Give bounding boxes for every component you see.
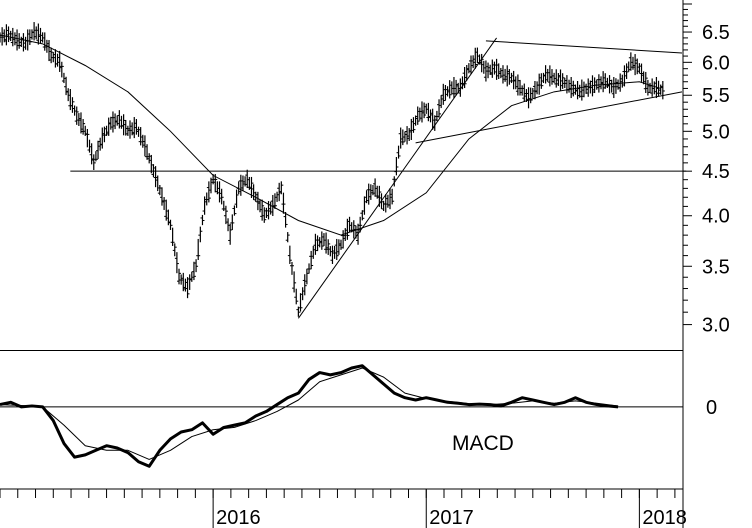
y-tick-label: 6.5 [702,22,730,44]
y-tick-label: 4.5 [702,161,730,183]
macd-line [0,364,619,468]
y-tick-label: 5.0 [702,121,730,143]
y-tick-labels: 3.0 3.5 4.0 4.5 5.0 5.5 6.0 6.5 0 [702,22,730,419]
trendline [485,40,683,54]
x-tick-label: 2016 [216,507,261,528]
ma-polyline [0,34,661,236]
y-tick-label: 3.5 [702,256,730,278]
macd-panel: MACD [0,364,619,468]
y-tick-label: 4.0 [702,206,730,228]
price-bars [0,22,665,317]
x-tick-label: 2017 [429,507,474,528]
axes [0,0,692,528]
x-tick-labels: 2016 2017 2018 [216,507,687,528]
y-tick-label: 6.0 [702,52,730,74]
trendlines [70,37,687,319]
moving-average-line [0,34,661,236]
macd-lines [0,364,619,468]
x-tick-label: 2018 [642,507,687,528]
trendline [415,91,683,144]
macd-signal-line [0,367,619,460]
y-tick-label: 5.5 [702,85,730,107]
y-tick-label: 3.0 [702,315,730,337]
trendline [297,37,497,319]
macd-title: MACD [452,432,514,455]
price-panel [0,22,687,319]
macd-y-tick-label: 0 [706,397,717,419]
